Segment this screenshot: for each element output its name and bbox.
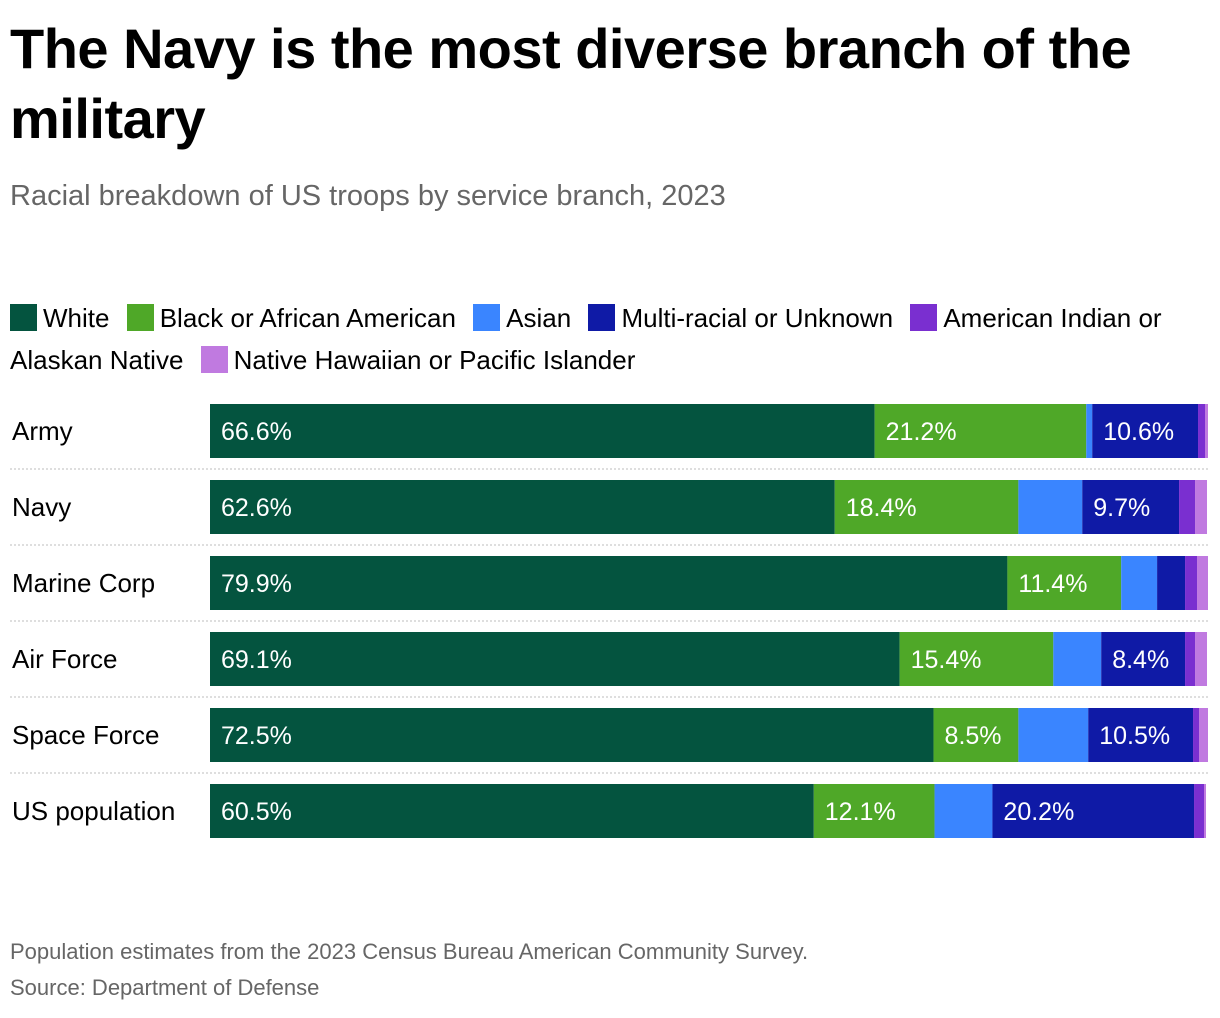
category-label-us-population: US population	[12, 796, 175, 826]
bar-marine-corp-native-hawaiian-or-pacific-islander	[1197, 556, 1208, 610]
bar-marine-corp-white	[210, 556, 1008, 610]
value-label-us-population-black-or-african-american: 12.1%	[825, 798, 896, 826]
legend-swatch-pacific-islander	[200, 346, 228, 373]
legend-label-white: White	[43, 303, 110, 333]
legend-label-multiracial: Multi-racial or Unknown	[621, 303, 894, 333]
value-label-us-population-white: 60.5%	[221, 798, 292, 826]
bar-army-american-indian-or-alaskan-native	[1198, 404, 1206, 458]
legend-item-black: Black or African American	[126, 303, 456, 333]
value-label-army-multi-racial-or-unknown: 10.6%	[1103, 418, 1174, 446]
value-label-us-population-multi-racial-or-unknown: 20.2%	[1003, 798, 1074, 826]
bar-us-population-asian	[934, 784, 993, 838]
bar-army-white	[210, 404, 875, 458]
legend-label-pacific-islander: Native Hawaiian or Pacific Islander	[233, 345, 636, 375]
bar-army-native-hawaiian-or-pacific-islander	[1205, 404, 1208, 458]
legend-label-black: Black or African American	[159, 303, 456, 333]
category-label-air-force: Air Force	[12, 644, 117, 674]
bar-air-force-american-indian-or-alaskan-native	[1185, 632, 1196, 686]
legend-swatch-black	[126, 304, 154, 331]
legend-item-white: White	[10, 303, 109, 333]
bar-army-asian	[1086, 404, 1093, 458]
legend-item-pacific-islander: Native Hawaiian or Pacific Islander	[200, 345, 636, 375]
bar-marine-corp-multi-racial-or-unknown	[1157, 556, 1186, 610]
bar-air-force-multi-racial-or-unknown	[1101, 632, 1186, 686]
legend-item-asian: Asian	[473, 303, 571, 333]
category-label-army: Army	[12, 416, 73, 446]
legend-item-american-indian: American Indian or Alaskan Native	[10, 303, 1162, 375]
legend-swatch-white	[10, 304, 37, 331]
value-label-navy-white: 62.6%	[221, 494, 292, 522]
bar-space-force-white	[210, 708, 934, 762]
category-label-navy: Navy	[12, 492, 71, 522]
legend-swatch-multiracial	[588, 304, 616, 331]
legend-label-asian: Asian	[506, 303, 572, 333]
legend-item-multiracial: Multi-racial or Unknown	[588, 303, 893, 333]
bar-us-population-multi-racial-or-unknown	[992, 784, 1195, 838]
bar-army-multi-racial-or-unknown	[1092, 404, 1199, 458]
value-label-space-force-black-or-african-american: 8.5%	[945, 722, 1002, 750]
bar-space-force-multi-racial-or-unknown	[1088, 708, 1194, 762]
bar-air-force-white	[210, 632, 900, 686]
value-label-marine-corp-white: 79.9%	[221, 570, 292, 598]
value-label-air-force-black-or-african-american: 15.4%	[911, 646, 982, 674]
bar-navy-native-hawaiian-or-pacific-islander	[1195, 480, 1208, 534]
bar-marine-corp-american-indian-or-alaskan-native	[1185, 556, 1198, 610]
source-note: Source: Department of Defense	[10, 975, 320, 1000]
chart-title: The Navy is the most diverse branch of t…	[10, 17, 1132, 150]
value-label-army-white: 66.6%	[221, 418, 292, 446]
bar-navy-multi-racial-or-unknown	[1082, 480, 1180, 534]
bar-space-force-american-indian-or-alaskan-native	[1193, 708, 1200, 762]
bar-us-population-black-or-african-american	[813, 784, 935, 838]
category-label-space-force: Space Force	[12, 720, 159, 750]
bar-space-force-black-or-african-american	[933, 708, 1019, 762]
bar-space-force-native-hawaiian-or-pacific-islander	[1199, 708, 1208, 762]
value-label-navy-black-or-african-american: 18.4%	[846, 494, 917, 522]
bar-army-black-or-african-american	[874, 404, 1087, 458]
chart-subtitle: Racial breakdown of US troops by service…	[10, 180, 726, 212]
footnote: Population estimates from the 2023 Censu…	[10, 939, 809, 964]
legend: White Black or African American Asian Mu…	[10, 297, 1210, 381]
bar-navy-american-indian-or-alaskan-native	[1179, 480, 1196, 534]
bar-air-force-black-or-african-american	[899, 632, 1054, 686]
bar-navy-black-or-african-american	[834, 480, 1019, 534]
bar-space-force-asian	[1018, 708, 1089, 762]
value-label-air-force-multi-racial-or-unknown: 8.4%	[1112, 646, 1169, 674]
bar-marine-corp-black-or-african-american	[1007, 556, 1122, 610]
bar-navy-white	[210, 480, 835, 534]
value-label-navy-multi-racial-or-unknown: 9.7%	[1093, 494, 1150, 522]
value-label-air-force-white: 69.1%	[221, 646, 292, 674]
value-label-space-force-multi-racial-or-unknown: 10.5%	[1099, 722, 1170, 750]
category-label-marine-corp: Marine Corp	[12, 568, 155, 598]
legend-swatch-asian	[473, 304, 501, 331]
bar-air-force-native-hawaiian-or-pacific-islander	[1195, 632, 1208, 686]
bar-marine-corp-asian	[1121, 556, 1158, 610]
bar-us-population-american-indian-or-alaskan-native	[1194, 784, 1205, 838]
legend-label-american-indian: American Indian or Alaskan Native	[10, 303, 1162, 375]
value-label-marine-corp-black-or-african-american: 11.4%	[1018, 570, 1087, 598]
bar-navy-asian	[1018, 480, 1083, 534]
bar-air-force-asian	[1053, 632, 1102, 686]
legend-swatch-american-indian	[910, 304, 938, 331]
value-label-army-black-or-african-american: 21.2%	[886, 418, 957, 446]
bar-us-population-white	[210, 784, 814, 838]
bar-us-population-native-hawaiian-or-pacific-islander	[1204, 784, 1207, 838]
value-label-space-force-white: 72.5%	[221, 722, 292, 750]
